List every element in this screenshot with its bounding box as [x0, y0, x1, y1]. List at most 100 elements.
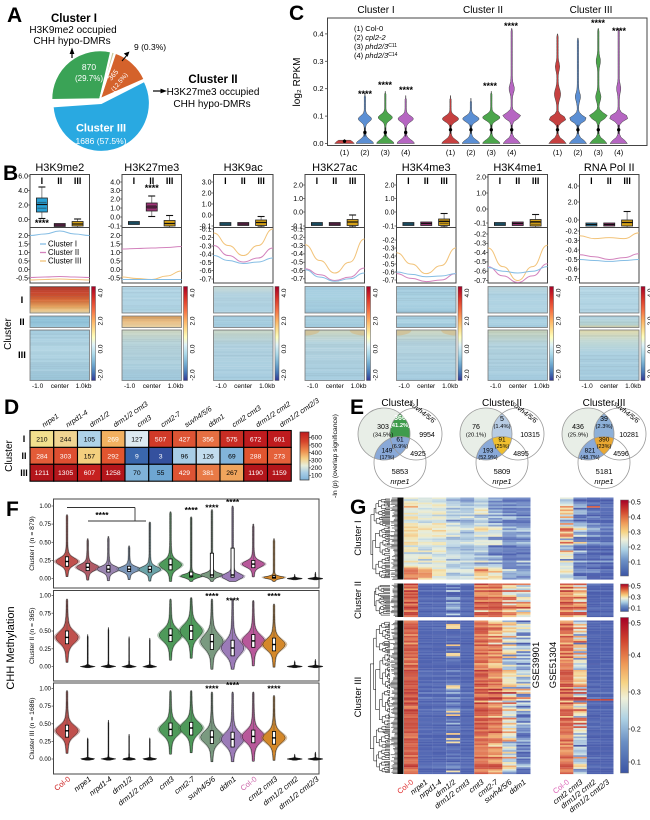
svg-text:100: 100	[311, 473, 322, 480]
svg-text:(1): (1)	[553, 148, 563, 157]
svg-text:Cluster III: Cluster III	[48, 257, 81, 266]
svg-text:I: I	[133, 176, 136, 186]
svg-text:0.5: 0.5	[18, 258, 28, 265]
svg-text:(25%): (25%)	[495, 444, 510, 450]
svg-text:0.4: 0.4	[631, 515, 641, 522]
svg-text:5181: 5181	[596, 467, 613, 476]
svg-text:****: ****	[504, 21, 519, 31]
svg-text:II: II	[19, 317, 24, 328]
svg-text:-1.0: -1.0	[399, 383, 411, 390]
svg-text:0.2: 0.2	[631, 727, 641, 734]
svg-text:3.0: 3.0	[110, 188, 120, 195]
svg-text:-0.7: -0.7	[291, 276, 303, 283]
svg-text:0.5: 0.5	[631, 500, 641, 507]
svg-text:3.0: 3.0	[202, 179, 212, 186]
svg-text:III: III	[349, 176, 357, 186]
svg-text:126: 126	[202, 453, 214, 460]
svg-text:2.0: 2.0	[647, 316, 650, 325]
svg-text:269: 269	[107, 436, 119, 443]
svg-text:-2.0: -2.0	[190, 369, 197, 381]
svg-text:2.0: 2.0	[18, 233, 28, 240]
svg-text:-0.5: -0.5	[474, 259, 486, 266]
svg-text:-0.1: -0.1	[474, 220, 486, 227]
svg-text:-2.0: -2.0	[556, 369, 563, 381]
svg-text:****: ****	[205, 503, 219, 513]
svg-text:292: 292	[107, 453, 119, 460]
svg-text:(4): (4)	[401, 148, 411, 157]
svg-text:(52.9%): (52.9%)	[478, 455, 497, 461]
svg-text:9 (0.3%): 9 (0.3%)	[134, 42, 166, 52]
svg-text:4.0: 4.0	[281, 288, 288, 297]
svg-text:(23%): (23%)	[597, 444, 612, 450]
svg-text:****: ****	[267, 591, 281, 601]
svg-text:193: 193	[483, 448, 494, 455]
svg-text:4.0: 4.0	[98, 288, 105, 297]
svg-text:0.5: 0.5	[110, 258, 120, 265]
svg-text:0.3: 0.3	[313, 57, 323, 66]
svg-text:I: I	[21, 295, 24, 306]
svg-text:607: 607	[84, 470, 96, 477]
svg-text:I: I	[23, 434, 26, 444]
svg-text:GSE39901: GSE39901	[531, 642, 542, 688]
svg-text:(2): (2)	[573, 148, 583, 157]
svg-text:0.25: 0.25	[39, 740, 51, 746]
svg-text:55: 55	[157, 470, 165, 477]
svg-text:5: 5	[500, 416, 504, 423]
svg-text:Cluster III: Cluster III	[583, 398, 626, 409]
svg-text:427: 427	[179, 436, 191, 443]
svg-text:-0.6: -0.6	[382, 269, 394, 276]
svg-text:nrpe1: nrpe1	[390, 477, 409, 486]
svg-text:288: 288	[250, 453, 262, 460]
svg-text:-1.0: -1.0	[124, 383, 136, 390]
svg-text:1.0: 1.0	[476, 190, 486, 197]
svg-text:429: 429	[179, 470, 191, 477]
svg-text:9954: 9954	[419, 432, 435, 439]
svg-text:center: center	[143, 383, 162, 390]
svg-text:1686 (57.5%): 1686 (57.5%)	[75, 136, 126, 146]
svg-text:Cluster I: Cluster I	[51, 13, 97, 25]
svg-text:Cluster II: Cluster II	[188, 74, 237, 86]
svg-text:(4): (4)	[614, 148, 624, 157]
svg-text:(25.9%): (25.9%)	[568, 433, 588, 439]
svg-text:4.0: 4.0	[556, 288, 563, 297]
svg-text:Cluster I (n = 879): Cluster I (n = 879)	[29, 516, 36, 571]
svg-text:0.0: 0.0	[190, 344, 197, 353]
svg-text:303: 303	[60, 453, 72, 460]
svg-text:H3K9me2 occupied: H3K9me2 occupied	[29, 25, 116, 36]
svg-text:0.2: 0.2	[631, 545, 641, 552]
svg-text:91: 91	[498, 437, 506, 444]
svg-text:284: 284	[36, 453, 48, 460]
svg-text:CHH hypo-DMRs: CHH hypo-DMRs	[173, 99, 250, 110]
svg-text:-1.0: -1.0	[307, 383, 319, 390]
svg-text:244: 244	[60, 436, 72, 443]
svg-text:H3K9me2: H3K9me2	[35, 162, 84, 174]
svg-text:4925: 4925	[410, 451, 426, 458]
svg-text:B: B	[3, 162, 18, 185]
svg-text:1.00: 1.00	[39, 687, 51, 693]
svg-text:****: ****	[226, 497, 240, 507]
svg-text:H3K27ac: H3K27ac	[312, 162, 358, 174]
svg-text:(20.1%): (20.1%)	[466, 433, 486, 439]
svg-text:D: D	[4, 396, 19, 419]
svg-text:I: I	[316, 176, 319, 186]
svg-text:H3K9ac: H3K9ac	[224, 162, 264, 174]
svg-text:0.0: 0.0	[313, 139, 323, 148]
svg-text:-2.0: -2.0	[98, 369, 105, 381]
svg-text:0.1: 0.1	[631, 760, 641, 767]
svg-text:2.0: 2.0	[373, 316, 380, 325]
svg-text:2.0: 2.0	[110, 233, 120, 240]
svg-text:4.0: 4.0	[18, 188, 28, 195]
svg-text:Cluster: Cluster	[3, 317, 14, 349]
svg-text:600: 600	[311, 435, 322, 442]
svg-text:356: 356	[202, 436, 214, 443]
svg-text:III: III	[257, 176, 265, 186]
svg-text:****: ****	[483, 81, 498, 91]
svg-text:2.0: 2.0	[110, 196, 120, 203]
svg-text:69: 69	[228, 453, 236, 460]
svg-text:-0.6: -0.6	[565, 266, 577, 273]
svg-text:0.0: 0.0	[110, 214, 120, 221]
svg-text:0.0: 0.0	[647, 344, 650, 353]
svg-text:4.0: 4.0	[373, 288, 380, 297]
svg-text:0.0: 0.0	[464, 344, 471, 353]
svg-text:2.0: 2.0	[281, 316, 288, 325]
